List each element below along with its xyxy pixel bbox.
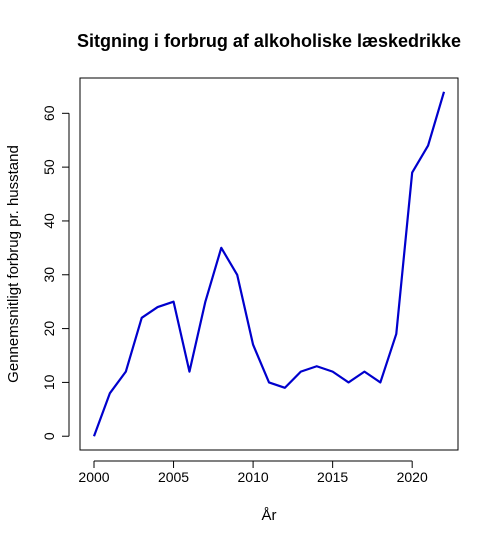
- chart-title: Sitgning i forbrug af alkoholiske læsked…: [77, 31, 461, 51]
- y-tick-label: 0: [41, 432, 57, 440]
- y-tick-label: 10: [41, 374, 57, 390]
- series-line: [92, 91, 446, 437]
- x-tick-label: 2005: [158, 469, 189, 485]
- x-axis-label: År: [262, 507, 277, 524]
- y-tick-label: 60: [41, 105, 57, 121]
- x-tick-label: 2000: [78, 469, 109, 485]
- x-tick-label: 2015: [317, 469, 348, 485]
- plot-frame: [79, 77, 459, 451]
- x-tick-label: 2020: [397, 469, 428, 485]
- y-tick-label: 30: [41, 267, 57, 283]
- x-tick-label: 2010: [238, 469, 269, 485]
- y-tick-label: 50: [41, 159, 57, 175]
- y-tick-label: 20: [41, 321, 57, 337]
- x-axis: 2000 2005 2010 2015 2020: [78, 460, 428, 485]
- series-group: [92, 91, 446, 437]
- y-axis-label: Gennemsnitligt forbrug pr. husstand: [5, 145, 22, 383]
- y-tick-label: 40: [41, 213, 57, 229]
- y-axis: 0 10 20 30 40 50 60: [41, 105, 70, 440]
